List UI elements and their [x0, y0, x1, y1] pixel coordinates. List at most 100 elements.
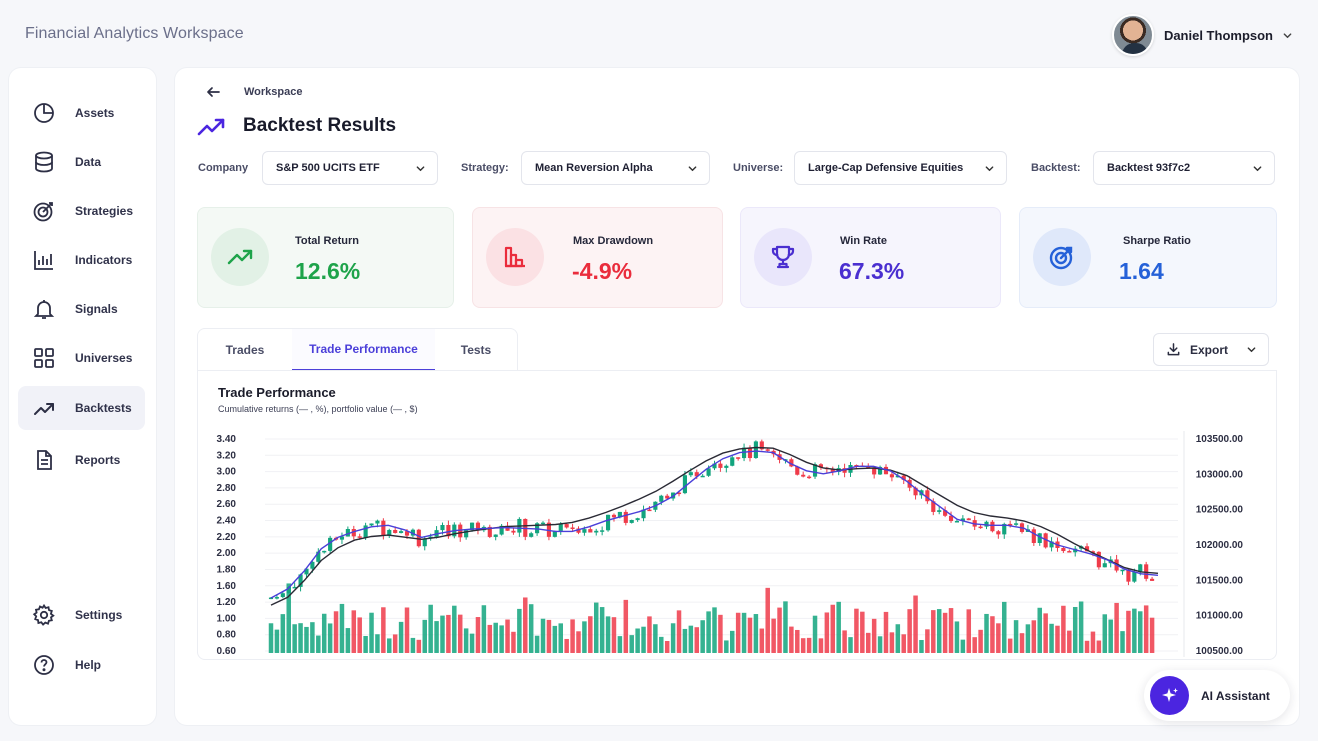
sidebar-item-label: Reports — [75, 453, 121, 467]
volume-bar — [511, 631, 516, 653]
tab-tests[interactable]: Tests — [460, 343, 492, 357]
pie-chart-icon — [34, 103, 54, 123]
volume-bar — [712, 607, 717, 653]
sidebar-item-universes[interactable]: Universes — [18, 336, 145, 380]
volume-bar — [676, 610, 682, 653]
chevron-down-icon — [1253, 165, 1262, 171]
volume-bar — [487, 624, 493, 653]
volume-bar — [280, 614, 286, 653]
chevron-down-icon — [416, 165, 425, 171]
volume-bar — [1061, 605, 1066, 653]
volume-bar — [818, 638, 824, 653]
candle-body — [948, 515, 954, 522]
candle-body — [304, 568, 309, 575]
user-name: Daniel Thompson — [1163, 27, 1273, 43]
sidebar-item-settings[interactable]: Settings — [18, 593, 145, 637]
candle-body — [641, 509, 646, 519]
sidebar-item-assets[interactable]: Assets — [18, 91, 145, 135]
candle-body — [889, 474, 894, 478]
y-tick-label-left: 2.00 — [217, 548, 237, 559]
volume-bar — [942, 612, 948, 653]
volume-bar — [1078, 601, 1084, 653]
ai-assistant-button[interactable]: AI Assistant — [1144, 670, 1290, 721]
sidebar-item-indicators[interactable]: Indicators — [18, 238, 145, 282]
candle-body — [736, 457, 741, 459]
volume-bar — [292, 624, 297, 653]
backtest-label: Backtest: — [1031, 162, 1081, 174]
volume-bar — [1067, 630, 1072, 653]
candle-body — [1090, 551, 1096, 553]
volume-bar — [1120, 631, 1125, 653]
document-icon — [37, 450, 52, 470]
sidebar-item-label: Data — [75, 155, 102, 169]
sidebar-item-strategies[interactable]: Strategies — [18, 189, 145, 233]
candle-body — [381, 520, 386, 536]
volume-bar — [777, 607, 782, 653]
candle-body — [1037, 533, 1042, 543]
volume-bar — [1072, 606, 1078, 653]
candle-body — [996, 531, 1001, 535]
sidebar-item-backtests[interactable]: Backtests — [18, 386, 145, 430]
candle-body — [558, 524, 563, 531]
candle-body — [469, 522, 475, 531]
kpi-value: 67.3% — [839, 258, 905, 284]
user-menu[interactable]: Daniel Thompson — [1111, 14, 1292, 56]
gear-icon — [32, 603, 55, 626]
strategy-select[interactable]: Mean Reversion Alpha — [521, 151, 710, 185]
volume-bar — [647, 616, 652, 653]
volume-bar — [333, 611, 339, 653]
sidebar-item-label: Assets — [75, 106, 115, 120]
volume-bar — [505, 619, 510, 653]
volume-bar — [659, 636, 664, 653]
sidebar-item-data[interactable]: Data — [18, 140, 145, 184]
candle-body — [807, 476, 812, 479]
y-tick-label-left: 1.20 — [217, 597, 237, 608]
tab-trade-performance[interactable]: Trade Performance — [292, 329, 435, 371]
tab-trades[interactable]: Trades — [225, 343, 265, 357]
candle-body — [629, 519, 634, 523]
universe-select[interactable]: Large-Cap Defensive Equities — [794, 151, 1007, 185]
sidebar-item-signals[interactable]: Signals — [18, 287, 145, 331]
volume-bar — [576, 631, 581, 653]
volume-bar — [327, 623, 333, 653]
volume-bar — [688, 625, 694, 653]
volume-bar — [1096, 640, 1102, 653]
candle-body — [925, 490, 930, 502]
target-icon — [33, 202, 53, 222]
candle-body — [588, 529, 593, 533]
sidebar-item-help[interactable]: Help — [18, 643, 145, 687]
export-button[interactable]: Export — [1153, 333, 1269, 366]
y-tick-label-right: 101000.00 — [1196, 611, 1244, 622]
candle-body — [570, 527, 575, 529]
candle-body — [943, 510, 948, 516]
chevron-down-icon — [1283, 32, 1292, 38]
candle-body — [464, 530, 469, 538]
candle-body — [475, 522, 481, 531]
volume-bar — [664, 640, 670, 653]
candle-body — [1049, 541, 1054, 548]
candle-body — [552, 530, 557, 537]
candle-body — [582, 529, 587, 533]
breadcrumb[interactable]: Workspace — [244, 86, 303, 98]
volume-bar — [1055, 625, 1060, 653]
kpi-value: 1.64 — [1119, 258, 1164, 284]
candle-body — [440, 525, 445, 531]
volume-bar — [694, 627, 700, 653]
candle-body — [268, 597, 274, 600]
y-tick-label-left: 3.40 — [217, 434, 237, 445]
volume-bar — [1025, 624, 1031, 653]
candle-body — [1067, 551, 1072, 553]
back-arrow-icon[interactable] — [205, 84, 221, 100]
candle-body — [818, 464, 824, 468]
backtest-select[interactable]: Backtest 93f7c2 — [1093, 151, 1275, 185]
sidebar-item-reports[interactable]: Reports — [18, 438, 145, 482]
company-label: Company — [198, 162, 249, 174]
chevron-down-icon — [985, 165, 994, 171]
volume-bar — [605, 616, 611, 653]
company-select[interactable]: S&P 500 UCITS ETF — [262, 151, 438, 185]
volume-bar — [540, 618, 546, 653]
volume-bar — [1126, 610, 1131, 653]
candle-body — [718, 463, 723, 468]
candle-body — [665, 495, 670, 499]
volume-bar — [404, 607, 410, 653]
